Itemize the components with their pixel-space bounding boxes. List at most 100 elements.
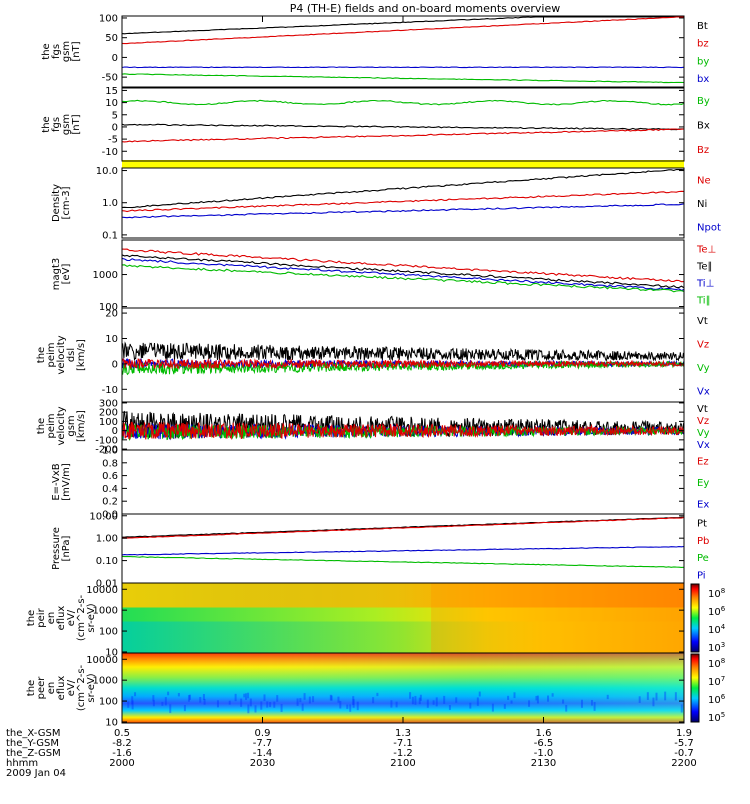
panel-5-ytick-4: -10 <box>102 385 118 396</box>
panel-4 <box>121 239 685 309</box>
panel-6-ylabel-line-3: velocity <box>56 406 67 445</box>
panel-3-ytick-2: 1.0 <box>102 198 118 209</box>
panel-2-ytick-4: 0 <box>112 122 118 133</box>
panel-7-legend-1: Ez <box>697 457 709 468</box>
panel-4-ylabel-line-1: magt3 <box>51 258 62 291</box>
footer-row-3-value-4: -1.0 <box>534 748 554 759</box>
panel-8-legend-2: Pb <box>697 536 709 547</box>
panel-6-ytick-4: 0 <box>112 426 118 437</box>
panel-8-legend-4: Pi <box>697 570 706 581</box>
panel-9-ytick-3: 100 <box>99 627 118 638</box>
panel-1-ytick-1: 100 <box>99 13 118 24</box>
panel-6-legend-4: Vx <box>697 440 710 451</box>
panel-7-ytick-5: 0.2 <box>102 497 118 508</box>
panel-2-ytick-1: 15 <box>105 86 118 97</box>
panel-1-ylabel-line-2: fgs <box>51 44 62 59</box>
yellow-band <box>122 160 684 168</box>
panel-9-colorbar-tick-3: 104 <box>708 623 726 636</box>
panel-2 <box>121 87 685 162</box>
footer-row-3-label: the_Z-GSM <box>6 748 61 759</box>
footer-row-3-value-5: -0.7 <box>674 748 694 759</box>
panel-7-ylabel-line-1: E=-VxB <box>51 463 62 500</box>
panel-1-ylabel-line-1: the <box>41 43 52 59</box>
panel-4-ytick-1: 1000 <box>93 270 118 281</box>
panel-6-series-Vz-line <box>122 421 684 440</box>
panel-6 <box>121 401 685 451</box>
plot-title: P4 (TH-E) fields and on-board moments ov… <box>290 2 561 15</box>
panel-9-colorbar-tick-2: 106 <box>708 605 726 618</box>
panel-9-ylabel-line-6: (cm^2-s- <box>76 594 87 641</box>
panel-4-legend-3: Ti⊥ <box>696 279 714 290</box>
panel-7 <box>121 449 685 515</box>
panel-9-colorbar <box>690 583 700 653</box>
panel-5-series-Vz-line <box>122 357 684 370</box>
panel-1-series-bz-line <box>122 16 684 45</box>
panel-1-ylabel-line-4: [nT] <box>71 41 82 61</box>
panel-8-ylabel-line-2: [nPa] <box>61 535 72 561</box>
panel-8-legend-1: Pt <box>697 519 707 530</box>
footer-row-1-value-4: 1.6 <box>536 728 552 739</box>
panel-2-legend-2: Bx <box>697 121 710 132</box>
panel-2-series-Bz-line <box>122 128 684 143</box>
panel-6-series-Vt-line <box>122 410 684 439</box>
panel-8-series-Pi-line <box>122 545 684 556</box>
panel-1-ylabel-line-3: gsm <box>61 41 72 62</box>
panel-5-ytick-2: 10 <box>105 334 118 345</box>
panel-6-ytick-6: -200 <box>95 445 118 456</box>
panel-9-ylabel-line-1: the <box>26 610 37 626</box>
panel-2-ylabel-line-1: the <box>41 116 52 132</box>
panel-1-legend-2: bz <box>697 39 709 50</box>
panel-8-ylabel-line-1: Pressure <box>51 527 62 570</box>
panel-7-ytick-6: 0.0 <box>102 510 118 521</box>
footer-row-2-value-4: -6.5 <box>534 738 554 749</box>
panel-1-ytick-2: 50 <box>105 33 118 44</box>
panel-9-colorbar-tick-4: 103 <box>708 641 725 654</box>
panel-3-ytick-3: 0.1 <box>102 230 118 241</box>
panel-9-ylabel-line-5: eV/ <box>66 609 77 626</box>
panel-5-ytick-3: 0 <box>112 359 118 370</box>
panel-6-ylabel-line-4: gsm <box>66 415 77 436</box>
panel-5-legend-4: Vx <box>697 386 710 397</box>
panel-4-ytick-2: 100 <box>99 302 118 313</box>
panel-10-ytick-4: 10 <box>105 717 118 728</box>
panel-7-ytick-3: 0.6 <box>102 471 118 482</box>
panel-10-ylabel-line-4: eflux <box>56 676 67 701</box>
panel-3-series-Ne-line <box>122 190 684 213</box>
panel-7-ytick-2: 0.8 <box>102 458 118 469</box>
panel-4-legend-4: Ti∥ <box>696 296 711 307</box>
footer-row-4-value-2: 2030 <box>250 758 275 769</box>
footer-row-4-label: hhmm <box>6 758 38 769</box>
panel-8-series-Pb-line <box>122 516 684 539</box>
footer-row-4-value-5: 2200 <box>671 758 696 769</box>
panel-5-legend-1: Vt <box>697 316 708 327</box>
panel-6-legend-3: Vy <box>697 428 710 439</box>
panel-9-ylabel-line-3: en <box>46 612 57 625</box>
panel-9-ylabel-line-7: sr-eV) <box>86 603 97 632</box>
panel-4-series-Ti-line <box>122 257 684 292</box>
panel-4-series-Ti-line <box>122 264 684 293</box>
panel-10-colorbar <box>690 653 700 723</box>
footer-row-4-value-4: 2130 <box>531 758 556 769</box>
panel-5-ylabel-line-5: [km/s] <box>76 339 87 371</box>
panel-7-ytick-4: 0.4 <box>102 484 118 495</box>
footer-row-2-label: the_Y-GSM <box>6 738 59 749</box>
panel-5-ylabel-line-4: dsl <box>66 348 77 362</box>
panel-6-ylabel-line-5: [km/s] <box>76 410 87 442</box>
panel-3-legend-3: Npot <box>697 222 721 233</box>
panel-1-series-Bt-line <box>122 16 684 35</box>
footer-row-3-value-3: -1.2 <box>393 748 413 759</box>
footer-row-1-value-1: 0.5 <box>114 728 130 739</box>
panel-10-ylabel-line-5: eV/ <box>66 679 77 696</box>
panel-3-series-Ni-line <box>122 168 684 209</box>
panel-8-series-Pe-line <box>122 555 684 568</box>
panel-9-ytick-4: 10 <box>105 647 118 658</box>
panel-10-ylabel-line-7: sr-eV) <box>86 673 97 702</box>
panel-10-ylabel-line-2: peer <box>36 676 47 700</box>
panel-3-ylabel-line-2: [cm-3] <box>61 186 72 219</box>
panel-2-ytick-6: -10 <box>102 147 118 158</box>
panel-9-colorbar-tick-1: 108 <box>708 587 725 600</box>
footer-row-1-label: the_X-GSM <box>6 728 60 739</box>
panel-6-legend-1: Vt <box>697 404 708 415</box>
panel-2-ylabel-line-3: gsm <box>61 114 72 135</box>
